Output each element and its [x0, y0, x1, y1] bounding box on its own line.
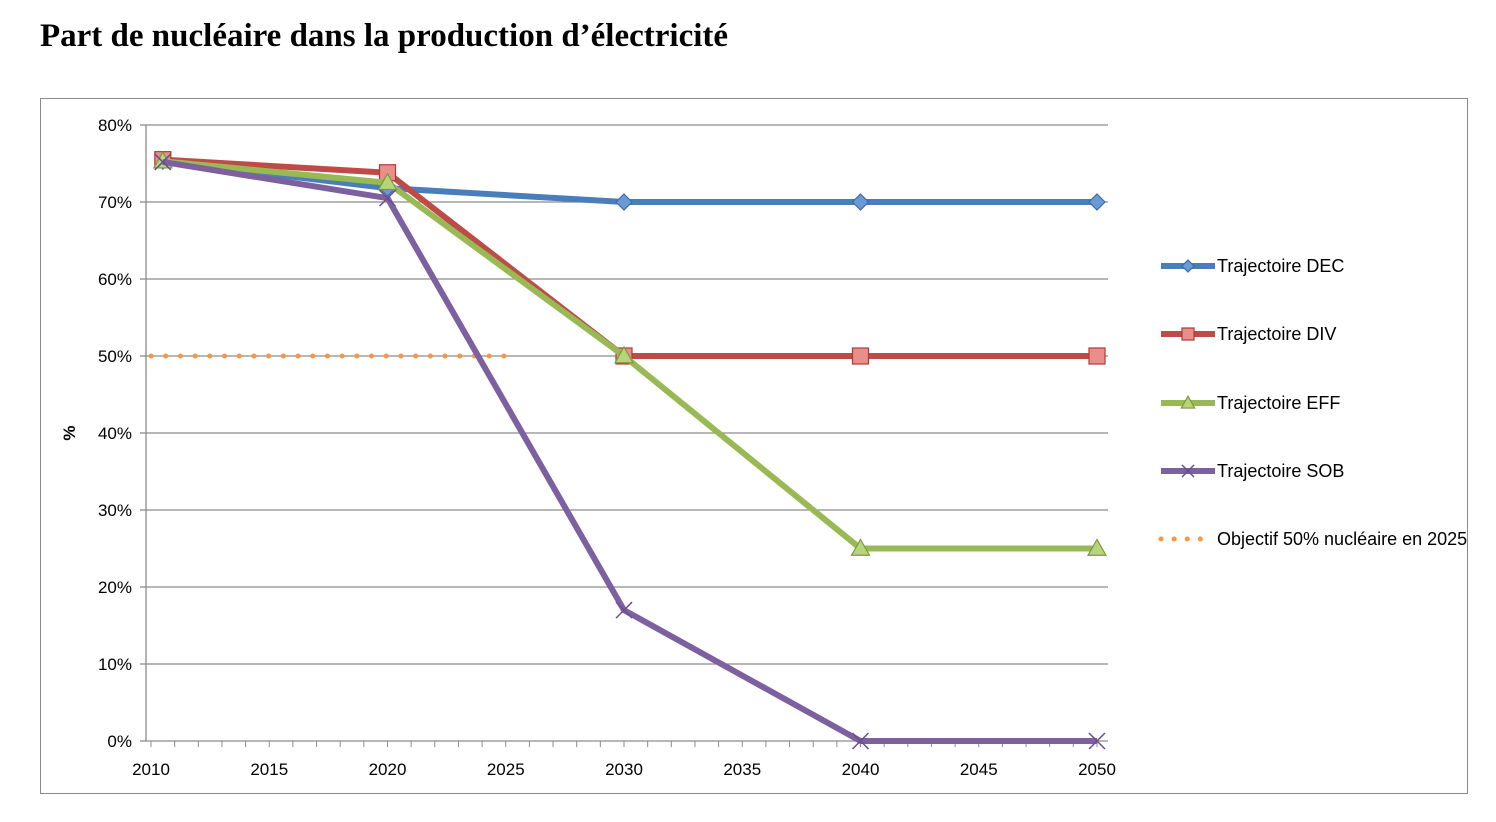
- legend-label: Trajectoire SOB: [1217, 461, 1344, 481]
- x-tick-label: 2020: [369, 760, 407, 779]
- y-tick-label: 20%: [98, 578, 132, 597]
- x-tick-label: 2045: [960, 760, 998, 779]
- line-chart: 0% 10% 20% 30% 40% 50% 60% 70% 80%% 2010 2015 2020 2…: [60, 116, 1467, 779]
- legend-marker: [1181, 464, 1195, 478]
- data-point-trajectoire-eff: [1086, 538, 1108, 556]
- y-tick-label: 0%: [107, 732, 132, 751]
- x-tick-label: 2010: [132, 760, 170, 779]
- legend-label: Trajectoire DIV: [1217, 324, 1336, 344]
- legend-label: Trajectoire DEC: [1217, 256, 1344, 276]
- axes: 0% 10% 20% 30% 40% 50% 60% 70% 80%% 2010 2015 2020 2…: [60, 116, 1116, 779]
- y-tick-label: 60%: [98, 270, 132, 289]
- x-tick-label: 2050: [1078, 760, 1116, 779]
- data-point-trajectoire-div: [1088, 347, 1106, 365]
- legend-item-objectif-50-nucl-aire-en-2025: Objectif 50% nucléaire en 2025: [1158, 529, 1467, 549]
- data-point-trajectoire-sob: [378, 189, 397, 207]
- data-point-trajectoire-sob: [154, 153, 172, 171]
- x-tick-label: 2040: [842, 760, 880, 779]
- series-line-trajectoire-div: [162, 156, 1097, 359]
- data-point-trajectoire-sob: [851, 732, 870, 750]
- chart-area: 0% 10% 20% 30% 40% 50% 60% 70% 80%% 2010 2015 2020 2…: [40, 98, 1468, 794]
- y-tick-label: 50%: [98, 347, 132, 366]
- x-tick-label: 2015: [250, 760, 288, 779]
- y-tick-label: 70%: [98, 193, 132, 212]
- data-point-trajectoire-dec: [851, 193, 870, 211]
- legend-marker: [1181, 259, 1195, 273]
- y-tick-label: 10%: [98, 655, 132, 674]
- data-point-trajectoire-dec: [1088, 193, 1106, 211]
- data-point-trajectoire-eff: [850, 538, 871, 556]
- series-lines: [148, 150, 1108, 750]
- legend-label: Trajectoire EFF: [1217, 393, 1340, 413]
- data-point-trajectoire-eff: [613, 345, 635, 364]
- data-point-trajectoire-sob: [615, 601, 633, 619]
- legend-item-trajectoire-sob: Trajectoire SOB: [1161, 461, 1344, 481]
- legend-marker: [1180, 395, 1196, 409]
- y-axis-label: %: [60, 425, 79, 440]
- legend-marker: [1181, 327, 1195, 341]
- legend-label: Objectif 50% nucléaire en 2025: [1217, 529, 1467, 549]
- y-tick-label: 80%: [98, 116, 132, 135]
- x-tick-label: 2025: [487, 760, 525, 779]
- data-point-trajectoire-dec: [615, 193, 633, 211]
- data-point-trajectoire-div: [851, 347, 870, 365]
- y-tick-label: 30%: [98, 501, 132, 520]
- legend-item-trajectoire-dec: Trajectoire DEC: [1161, 256, 1344, 276]
- legend-item-trajectoire-eff: Trajectoire EFF: [1161, 393, 1340, 413]
- x-tick-label: 2030: [605, 760, 643, 779]
- gridlines: [146, 124, 1108, 742]
- legend-item-trajectoire-div: Trajectoire DIV: [1161, 324, 1336, 344]
- series-line-trajectoire-sob: [162, 158, 1097, 744]
- x-tick-label: 2035: [723, 760, 761, 779]
- page-title: Part de nucléaire dans la production d’é…: [40, 18, 729, 54]
- data-point-trajectoire-sob: [1088, 732, 1106, 750]
- data-point-trajectoire-eff: [377, 172, 398, 191]
- legend: Trajectoire DEC Trajectoire DIV Trajectoir…: [1158, 256, 1467, 549]
- y-tick-label: 40%: [98, 424, 132, 443]
